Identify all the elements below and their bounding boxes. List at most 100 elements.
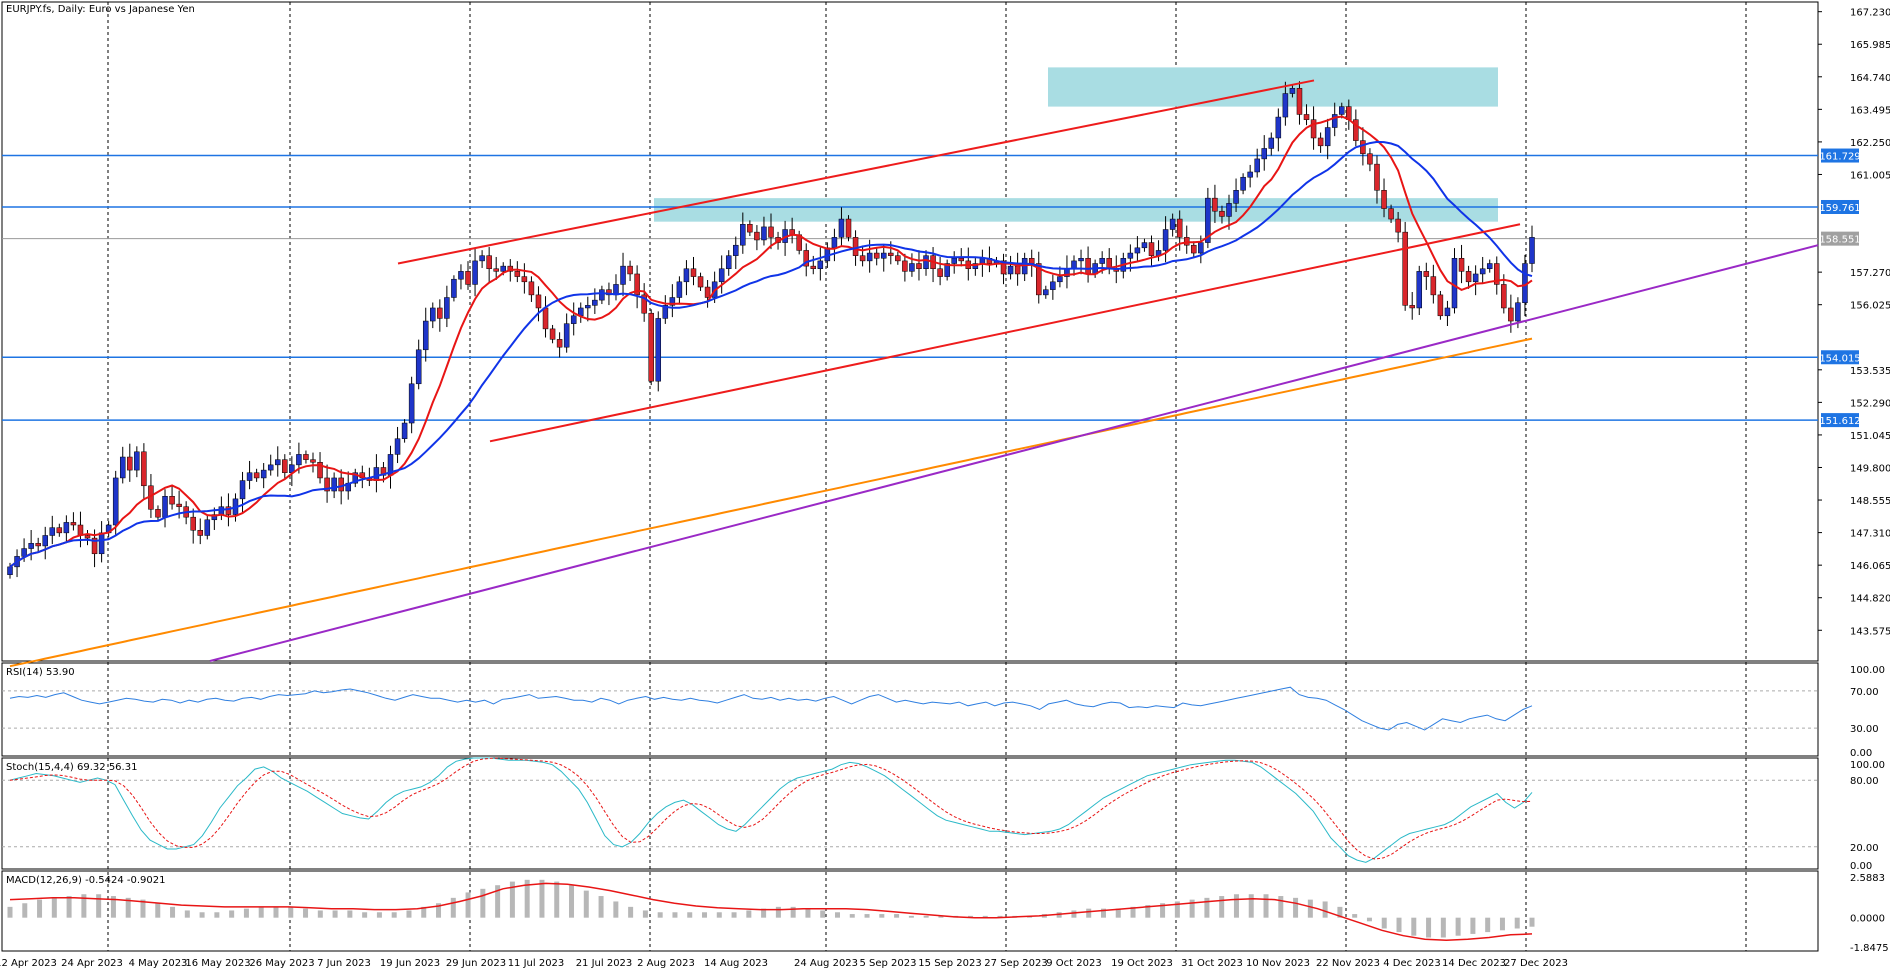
bearish-candle xyxy=(1183,237,1190,246)
macd-histogram-bar xyxy=(997,915,1003,918)
bearish-candle xyxy=(1212,197,1218,212)
x-axis-label: 11 Jul 2023 xyxy=(508,958,565,969)
level-price-tag xyxy=(1821,413,1859,428)
bullish-candle xyxy=(1254,158,1260,173)
macd-histogram-bar xyxy=(1219,896,1225,918)
macd-histogram-bar xyxy=(406,910,412,918)
macd-histogram-bar xyxy=(805,908,811,918)
bearish-candle xyxy=(845,218,852,238)
bearish-candle xyxy=(324,477,330,492)
macd-histogram-bar xyxy=(731,912,737,918)
bullish-candle xyxy=(585,305,591,309)
bullish-candle xyxy=(458,271,464,280)
macd-histogram-bar xyxy=(421,906,427,918)
macd-histogram-bar xyxy=(820,910,826,918)
bullish-candle xyxy=(592,299,598,306)
stoch-axis-label: 0.00 xyxy=(1850,861,1872,872)
bullish-candle xyxy=(761,226,767,241)
bearish-candle xyxy=(1388,208,1394,220)
rsi-title: RSI(14) 53.90 xyxy=(6,667,75,678)
macd-histogram-bar xyxy=(1470,917,1476,934)
macd-histogram-bar xyxy=(1381,917,1387,929)
bearish-candle xyxy=(225,506,232,515)
bearish-candle xyxy=(1310,119,1317,139)
bearish-candle xyxy=(141,451,147,487)
macd-histogram-bar xyxy=(376,912,382,918)
bullish-candle xyxy=(951,258,957,264)
bearish-candle xyxy=(1303,114,1310,120)
macd-histogram-bar xyxy=(1130,906,1136,918)
bearish-candle xyxy=(873,252,880,259)
bearish-candle xyxy=(690,268,697,277)
bullish-candle xyxy=(1331,114,1338,128)
pane-frame-rsi xyxy=(1,662,1819,757)
bullish-candle xyxy=(718,268,725,283)
macd-histogram-bar xyxy=(170,906,176,918)
y-axis-label: 147.310 xyxy=(1850,529,1890,540)
macd-histogram-bar xyxy=(1337,906,1343,918)
macd-histogram-bar xyxy=(923,915,929,918)
x-axis-label: 26 May 2023 xyxy=(249,958,314,969)
bullish-candle xyxy=(119,456,126,479)
y-axis-label: 149.800 xyxy=(1850,463,1890,474)
macd-histogram-bar xyxy=(125,897,131,918)
bullish-candle xyxy=(373,467,380,481)
pane-frame-stoch xyxy=(1,757,1819,870)
bearish-candle xyxy=(1000,260,1007,275)
bullish-candle xyxy=(1141,242,1148,249)
channel-lower-trendline xyxy=(489,223,1521,443)
macd-histogram-bar xyxy=(1396,917,1402,933)
bullish-candle xyxy=(1240,176,1246,191)
x-axis-label: 21 Jul 2023 xyxy=(576,958,633,969)
macd-histogram-bar xyxy=(37,899,43,918)
macd-histogram-bar xyxy=(1145,905,1151,918)
bearish-candle xyxy=(521,276,528,283)
stoch-axis-label: 100.00 xyxy=(1850,760,1885,771)
macd-histogram-bar xyxy=(1086,908,1092,918)
bullish-candle xyxy=(1282,93,1289,118)
level-price-label: 154.015 xyxy=(1819,353,1860,364)
bullish-candle xyxy=(204,519,211,536)
macd-axis-label: 2.5883 xyxy=(1850,873,1885,884)
bullish-candle xyxy=(1233,190,1239,204)
chart-title: EURJPY.fs, Daily: Euro vs Japanese Yen xyxy=(6,4,195,15)
y-axis-label: 165.985 xyxy=(1850,40,1890,51)
current-price-tag xyxy=(1821,231,1859,246)
macd-histogram-bar xyxy=(864,914,870,918)
x-axis-label: 27 Sep 2023 xyxy=(984,958,1047,969)
rsi-axis-label: 70.00 xyxy=(1850,687,1879,698)
bullish-candle xyxy=(134,451,140,471)
bullish-candle xyxy=(1444,307,1451,317)
macd-title: MACD(12,26,9) -0.5424 -0.9021 xyxy=(6,875,166,886)
bullish-candle xyxy=(7,566,13,575)
x-axis-label: 12 Apr 2023 xyxy=(0,958,57,969)
bullish-candle xyxy=(28,543,34,549)
bullish-candle xyxy=(1261,148,1267,160)
macd-histogram-bar xyxy=(1071,910,1077,918)
macd-histogram-bar xyxy=(1174,901,1180,918)
bearish-candle xyxy=(1296,88,1303,115)
macd-histogram-bar xyxy=(66,896,72,918)
x-axis-label: 16 May 2023 xyxy=(185,958,250,969)
bearish-candle xyxy=(937,268,943,277)
y-axis-label: 164.740 xyxy=(1850,73,1890,84)
macd-histogram-bar xyxy=(746,910,752,918)
macd-histogram-bar xyxy=(258,906,264,918)
x-axis-label: 4 May 2023 xyxy=(129,958,188,969)
bullish-candle xyxy=(1127,252,1134,259)
macd-histogram-bar xyxy=(628,906,634,918)
macd-histogram-bar xyxy=(450,897,456,918)
macd-histogram-bar xyxy=(554,881,560,918)
macd-histogram-bar xyxy=(1248,894,1254,918)
bearish-candle xyxy=(641,294,647,314)
macd-histogram-bar xyxy=(22,903,28,918)
bearish-candle xyxy=(627,265,633,275)
bearish-candle xyxy=(1219,210,1225,217)
y-axis-label: 162.250 xyxy=(1850,138,1890,149)
macd-histogram-bar xyxy=(243,908,249,918)
stoch-axis-label: 80.00 xyxy=(1850,776,1879,787)
bullish-candle xyxy=(1198,242,1204,254)
bearish-candle xyxy=(197,529,203,536)
bullish-candle xyxy=(1268,137,1275,149)
